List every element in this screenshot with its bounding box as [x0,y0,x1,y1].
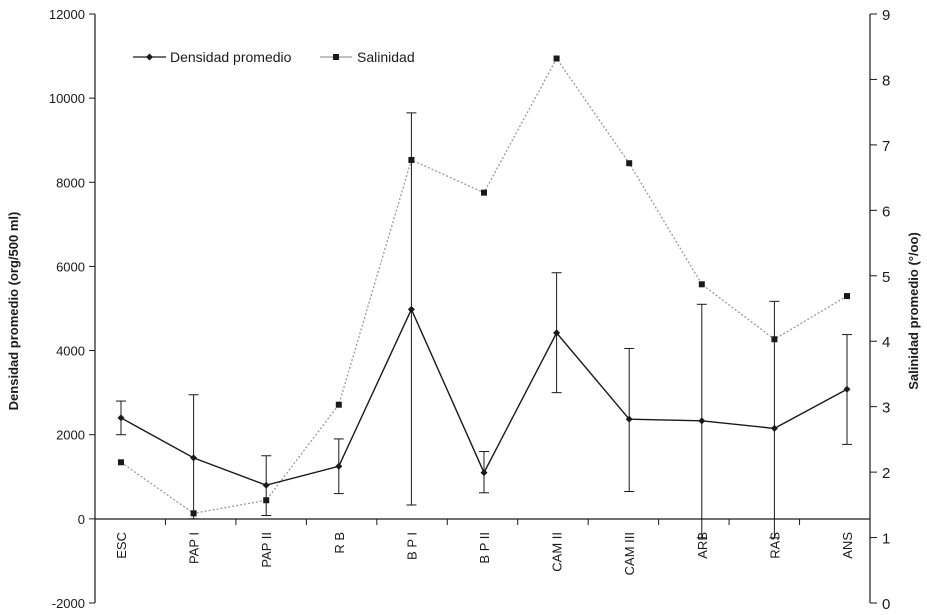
densidad-point [117,414,125,422]
x-tick-label: CAM III [622,532,637,575]
salinidad-point [553,55,560,62]
right-tick-label: 2 [882,465,890,482]
legend-marker-densidad [146,53,153,61]
left-y-axis-title: Densidad promedio (org/500 ml) [6,212,21,411]
legend-label-densidad: Densidad promedio [170,49,292,65]
densidad-point [480,469,488,477]
salinidad-point [844,293,850,300]
left-tick-label: 6000 [56,259,85,274]
x-tick-label: B P I [404,532,419,560]
left-tick-label: 10000 [49,91,85,106]
left-tick-label: 8000 [56,175,85,190]
densidad-point [625,415,633,423]
densidad-point [407,305,415,313]
densidad-point [843,385,851,393]
densidad-point [770,424,778,432]
densidad-point [335,462,343,470]
x-tick-label: R B [332,532,347,554]
salinidad-line [120,57,848,515]
axes [94,14,871,603]
left-tick-label: 4000 [56,344,85,359]
legend: Densidad promedio Salinidad [133,49,415,65]
legend-entry-salinidad: Salinidad [320,49,415,65]
densidad-point [190,454,198,462]
right-y-ticks: 9 8 7 6 5 4 3 2 1 0 [870,7,890,613]
right-tick-label: 1 [882,531,890,548]
right-tick-label: 0 [882,596,890,613]
right-tick-label: 4 [882,334,890,351]
densidad-point [553,329,561,337]
right-tick-label: 7 [882,138,890,155]
left-tick-label: 0 [78,512,85,527]
legend-marker-salinidad [333,54,339,60]
x-tick-label: ESC [114,532,129,559]
salinidad-point [698,281,705,288]
x-tick-label: CAM II [550,532,565,572]
x-category-ticks: ESC PAP I PAP II R B B P I B P II CAM II CAM II… [94,519,871,575]
series-layer [116,55,852,539]
left-y-ticks: 12000 10000 8000 6000 4000 2000 0 -2000 [49,7,95,611]
right-tick-label: 3 [882,400,890,417]
left-tick-label: 2000 [56,428,85,443]
right-y-axis-title: Salinidad promedio (°/oo) [906,232,921,390]
left-tick-label: 12000 [49,7,85,22]
salinidad-point [481,189,487,196]
x-tick-label: ARB [695,532,710,559]
right-tick-label: 5 [882,269,890,286]
densidad-point [262,481,270,489]
right-tick-label: 6 [882,203,890,220]
x-tick-label: RAS [767,532,782,559]
densidad-point [698,417,706,425]
legend-entry-densidad: Densidad promedio [133,49,292,65]
x-tick-label: B P II [477,532,492,564]
salinidad-point [118,459,124,466]
right-tick-label: 8 [882,72,890,89]
x-tick-label: PAP II [259,532,274,568]
x-tick-label: ANS [840,532,855,559]
salinidad-point [335,401,342,408]
legend-label-salinidad: Salinidad [357,49,415,65]
right-tick-label: 9 [882,7,890,24]
left-tick-label: -2000 [52,596,85,611]
salinidad-point [626,160,633,167]
x-tick-label: PAP I [187,532,202,564]
